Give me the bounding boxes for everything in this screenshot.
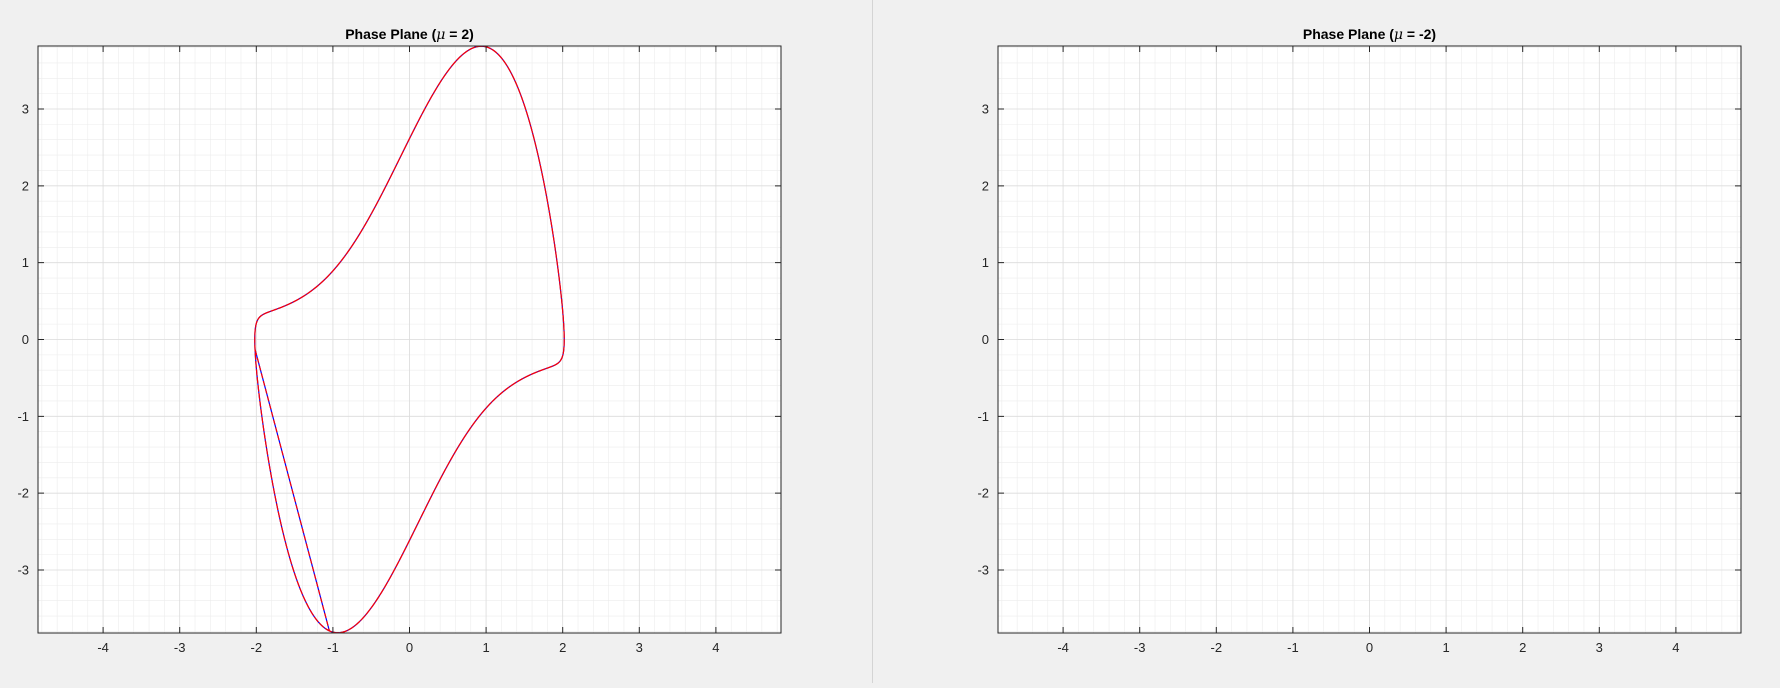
x-tick-label: -4: [97, 640, 109, 655]
y-tick-label: -3: [977, 562, 989, 577]
x-tick-label: -2: [251, 640, 263, 655]
x-tick-label: 2: [1519, 640, 1526, 655]
y-tick-label: -3: [17, 562, 29, 577]
phase-plane-chart: -4 -3 -2 -1 0 1 2 3 4 3 2 1 0 -1 -2 -3 Phase Plane (μ = …: [17, 26, 782, 655]
y-tick-label: -2: [17, 486, 29, 501]
x-tick-label: -1: [327, 640, 339, 655]
x-tick-label: 4: [712, 640, 719, 655]
y-tick-label: 2: [22, 178, 29, 193]
x-tick-label: 3: [1596, 640, 1603, 655]
x-tick-label: 2: [559, 640, 566, 655]
y-tick-label: 0: [22, 332, 29, 347]
phase-plane-chart: -4 -3 -2 -1 0 1 2 3 4 3 2 1 0 -1 -2 -3 Phase Plane (μ = …: [977, 26, 1742, 655]
y-tick-label: 1: [982, 255, 989, 270]
x-tick-label: 0: [406, 640, 413, 655]
y-tick-label: -1: [977, 409, 989, 424]
chart-panel-left: -4 -3 -2 -1 0 1 2 3 4 3 2 1 0 -1 -2 -3 Phase Plane (μ = …: [0, 0, 872, 683]
x-tick-label: -3: [174, 640, 186, 655]
y-tick-label: -2: [977, 486, 989, 501]
y-tick-label: 2: [982, 178, 989, 193]
chart-panel-right: -4 -3 -2 -1 0 1 2 3 4 3 2 1 0 -1 -2 -3 Phase Plane (μ = …: [873, 0, 1780, 683]
y-tick-label: 3: [22, 102, 29, 117]
y-tick-label: 1: [22, 255, 29, 270]
y-tick-label: -1: [17, 409, 29, 424]
panel-divider[interactable]: [872, 0, 873, 683]
chart-title: Phase Plane (μ = -2): [1303, 26, 1436, 43]
trajectory-line-2: [254, 46, 565, 633]
x-tick-label: 1: [1442, 640, 1449, 655]
x-tick-label: -4: [1057, 640, 1069, 655]
y-tick-label: 0: [982, 332, 989, 347]
x-tick-label: 1: [482, 640, 489, 655]
x-tick-label: 0: [1366, 640, 1373, 655]
x-tick-label: -3: [1134, 640, 1146, 655]
x-tick-label: 4: [1672, 640, 1679, 655]
major-grid: [998, 46, 1741, 633]
major-grid: [38, 46, 781, 633]
y-tick-label: 3: [982, 102, 989, 117]
x-tick-label: -1: [1287, 640, 1299, 655]
chart-title: Phase Plane (μ = 2): [345, 26, 474, 43]
x-tick-label: 3: [636, 640, 643, 655]
x-tick-label: -2: [1211, 640, 1223, 655]
